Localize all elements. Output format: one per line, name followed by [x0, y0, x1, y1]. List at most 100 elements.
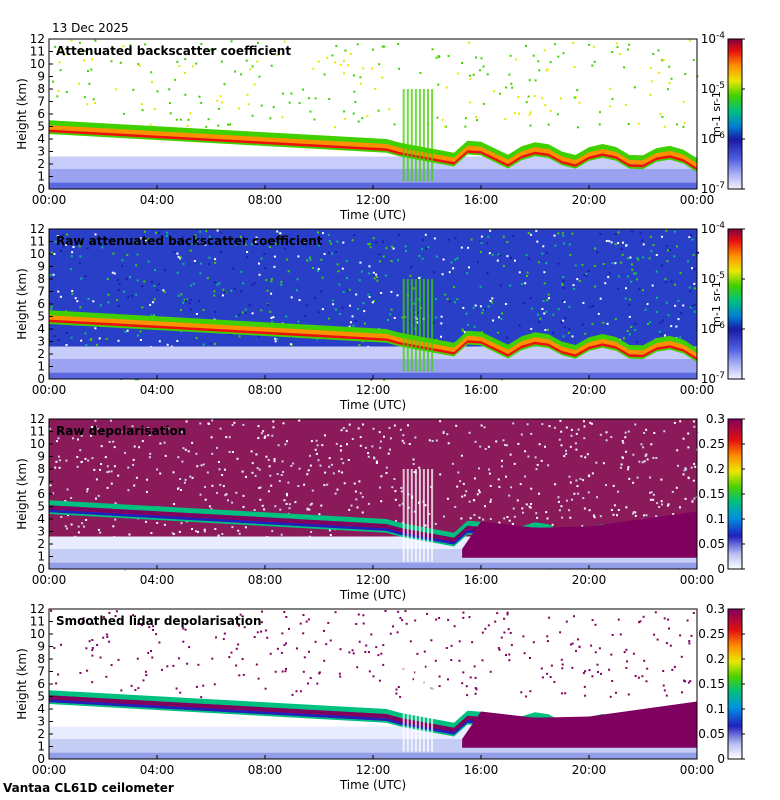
colorbar-tick-label: 0.15 — [698, 487, 725, 501]
y-tick-label: 10 — [30, 627, 45, 641]
colorbar-tick-label: 0.2 — [706, 652, 725, 666]
x-tick-label: 20:00 — [572, 573, 607, 587]
colorbar-scale — [727, 228, 743, 380]
y-tick-label: 9 — [37, 70, 45, 84]
y-axis-label: Height (km) — [15, 78, 29, 149]
y-tick-label: 2 — [37, 727, 45, 741]
colorbar-units: m-1 sr-1 — [710, 91, 723, 137]
date-label: 13 Dec 2025 — [52, 21, 129, 35]
colorbar-tick-label: 0.25 — [698, 437, 725, 451]
x-tick-label: 00:00 — [32, 383, 67, 397]
y-tick-label: 12 — [30, 222, 45, 236]
y-tick-label: 9 — [37, 450, 45, 464]
y-tick-label: 0 — [37, 372, 45, 386]
colorbar-tick-label: 0.3 — [706, 412, 725, 426]
x-tick-label: 00:00 — [680, 763, 715, 777]
x-tick-label: 00:00 — [680, 193, 715, 207]
cloud-layer-core — [49, 319, 697, 361]
y-tick-label: 10 — [30, 57, 45, 71]
y-tick-label: 2 — [37, 157, 45, 171]
x-tick-label: 04:00 — [140, 383, 175, 397]
colorbar-tick-label: 10-4 — [701, 31, 726, 46]
y-tick-label: 7 — [37, 95, 45, 109]
x-tick-label: 20:00 — [572, 763, 607, 777]
panel-title: Attenuated backscatter coefficient — [56, 44, 291, 58]
y-tick-label: 1 — [37, 170, 45, 184]
x-tick-label: 20:00 — [572, 193, 607, 207]
x-tick-label: 00:00 — [32, 763, 67, 777]
y-tick-label: 9 — [37, 640, 45, 654]
x-tick-label: 00:00 — [680, 573, 715, 587]
colorbar-scale — [727, 608, 743, 760]
y-tick-label: 12 — [30, 602, 45, 616]
colorbar-tick-label: 10-7 — [701, 181, 725, 196]
colorbar-scale — [727, 418, 743, 570]
colorbar-tick-label: 0.05 — [698, 537, 725, 551]
y-tick-label: 1 — [37, 740, 45, 754]
colorbar-scale — [727, 38, 743, 190]
y-tick-label: 8 — [37, 82, 45, 96]
colorbar-tick-label: 10-7 — [701, 371, 725, 386]
y-tick-label: 12 — [30, 32, 45, 46]
y-tick-label: 6 — [37, 107, 45, 121]
y-tick-label: 5 — [37, 500, 45, 514]
colorbar-tick-label: 0.3 — [706, 602, 725, 616]
colorbar-tick-label: 10-4 — [701, 221, 726, 236]
colorbar: 10-710-610-510-4m-1 sr-1 — [701, 31, 745, 196]
colorbar: 0 0.05 0.1 0.15 0.2 0.25 0.3 — [698, 412, 745, 576]
y-tick-label: 8 — [37, 462, 45, 476]
cloud-layer-core — [49, 699, 697, 741]
colorbar-units: m-1 sr-1 — [710, 281, 723, 327]
y-tick-label: 7 — [37, 285, 45, 299]
y-tick-label: 3 — [37, 145, 45, 159]
y-tick-label: 9 — [37, 260, 45, 274]
y-tick-label: 4 — [37, 702, 45, 716]
y-tick-label: 0 — [37, 562, 45, 576]
x-tick-label: 20:00 — [572, 383, 607, 397]
panel-title: Smoothed lidar depolarisation — [56, 614, 262, 628]
colorbar-tick-label: 0.05 — [698, 727, 725, 741]
colorbar-tick-label: 0 — [717, 752, 725, 766]
y-tick-label: 5 — [37, 310, 45, 324]
x-axis-label: Time (UTC) — [339, 588, 406, 602]
x-tick-label: 08:00 — [248, 193, 283, 207]
x-tick-label: 08:00 — [248, 763, 283, 777]
y-tick-label: 10 — [30, 247, 45, 261]
y-tick-label: 11 — [30, 235, 45, 249]
y-tick-label: 12 — [30, 412, 45, 426]
y-tick-label: 8 — [37, 652, 45, 666]
y-tick-label: 2 — [37, 347, 45, 361]
precip-streaks — [402, 279, 434, 372]
x-tick-label: 08:00 — [248, 573, 283, 587]
y-tick-label: 4 — [37, 512, 45, 526]
x-tick-label: 16:00 — [464, 383, 499, 397]
y-tick-label: 11 — [30, 45, 45, 59]
panel-title: Raw attenuated backscatter coefficient — [56, 234, 323, 248]
x-tick-label: 04:00 — [140, 763, 175, 777]
y-tick-label: 7 — [37, 475, 45, 489]
station-label: Vantaa CL61D ceilometer — [3, 781, 174, 795]
colorbar-tick-label: 0.2 — [706, 462, 725, 476]
colorbar-tick-label: 0.1 — [706, 512, 725, 526]
y-tick-label: 7 — [37, 665, 45, 679]
y-tick-label: 1 — [37, 550, 45, 564]
y-tick-label: 1 — [37, 360, 45, 374]
y-tick-label: 6 — [37, 487, 45, 501]
panel-title: Raw depolarisation — [56, 424, 186, 438]
y-axis-label: Height (km) — [15, 268, 29, 339]
precip-streaks — [402, 659, 434, 752]
x-axis-label: Time (UTC) — [339, 208, 406, 222]
y-tick-label: 8 — [37, 272, 45, 286]
x-axis-label: Time (UTC) — [339, 398, 406, 412]
y-tick-label: 11 — [30, 615, 45, 629]
x-tick-label: 08:00 — [248, 383, 283, 397]
colorbar: 0 0.05 0.1 0.15 0.2 0.25 0.3 — [698, 602, 745, 766]
colorbar-tick-label: 0.1 — [706, 702, 725, 716]
y-tick-label: 11 — [30, 425, 45, 439]
y-tick-label: 6 — [37, 677, 45, 691]
x-tick-label: 16:00 — [464, 573, 499, 587]
x-tick-label: 12:00 — [356, 193, 391, 207]
